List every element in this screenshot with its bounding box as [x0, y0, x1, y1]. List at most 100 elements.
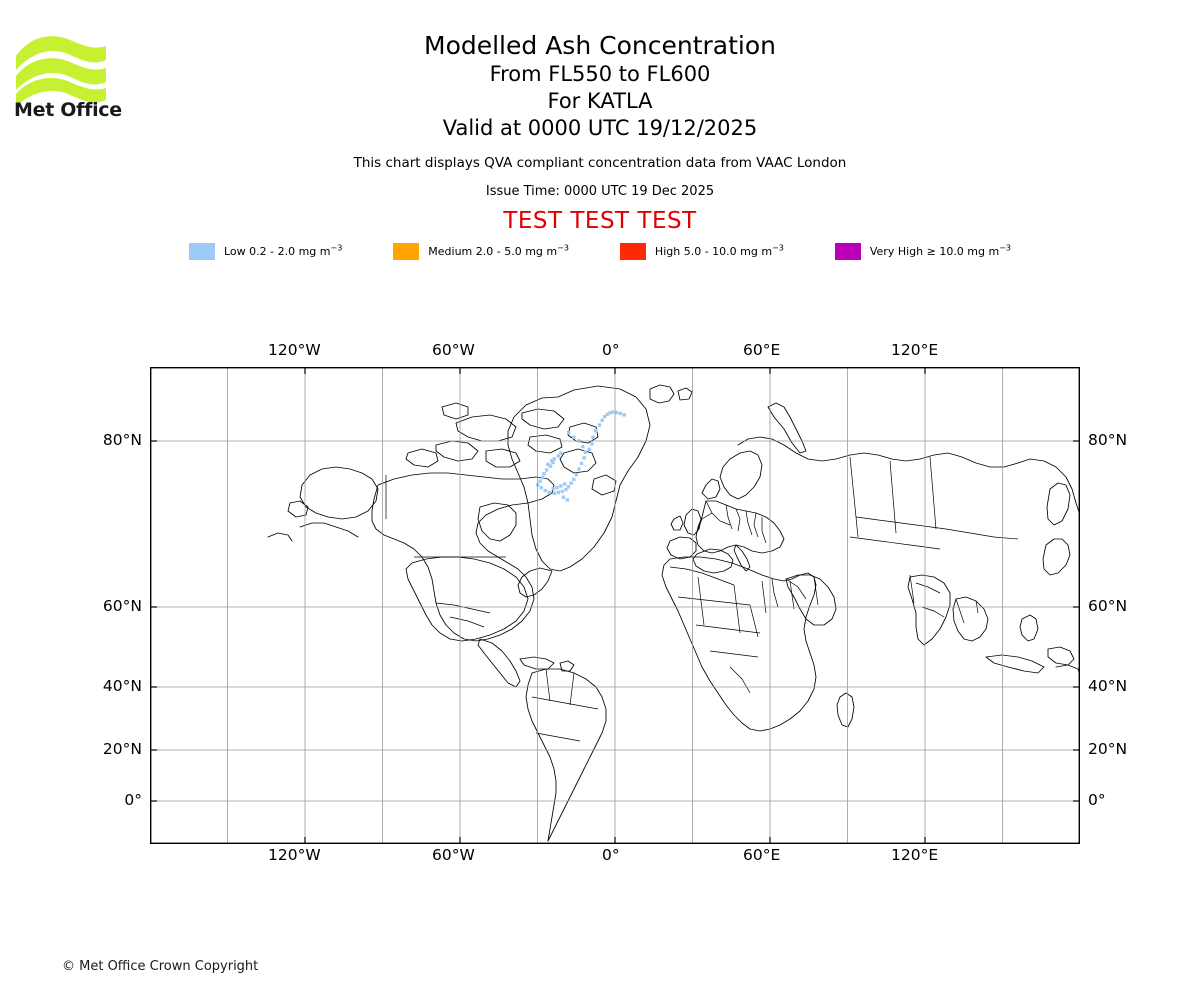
legend-sup-very-high: −3 [999, 243, 1012, 253]
y-tick-left-20n: 20°N [102, 740, 142, 758]
y-tick-right-60n: 60°N [1088, 597, 1128, 615]
ash-cell [555, 486, 559, 490]
legend-label-high: High 5.0 - 10.0 mg m−3 [654, 243, 784, 258]
ash-cell [560, 489, 564, 494]
ash-cell [564, 487, 568, 492]
legend-swatch-medium [393, 243, 420, 260]
ash-cell [565, 498, 570, 502]
ash-concentration-map[interactable] [150, 367, 1080, 844]
map-svg[interactable] [150, 367, 1080, 844]
x-tick-top-60w: 60°W [432, 341, 475, 359]
legend-swatch-low [188, 243, 215, 260]
x-tick-bottom-120w: 120°W [268, 846, 321, 864]
ash-plume-low [535, 410, 626, 502]
flight-level-subtitle: From FL550 to FL600 [489, 62, 711, 86]
ash-cell [608, 411, 612, 415]
legend-label-low: Low 0.2 - 2.0 mg m−3 [223, 243, 343, 258]
test-banner: TEST TEST TEST [503, 208, 697, 234]
coastlines [267, 384, 1080, 842]
ash-cell [583, 450, 588, 454]
x-tick-bottom-60e: 60°E [743, 846, 781, 864]
legend-item-medium: Medium 2.0 - 5.0 mg m−3 [393, 243, 569, 260]
ash-cell [552, 457, 557, 461]
y-tick-left-60n: 60°N [102, 597, 142, 615]
ash-cell [548, 464, 553, 468]
ash-cell [597, 423, 602, 427]
x-tick-bottom-120e: 120°E [891, 846, 939, 864]
title-block: Modelled Ash Concentration From FL550 to… [0, 0, 1200, 235]
logo-wordmark: Met Office [14, 99, 122, 118]
ash-cell [603, 414, 607, 419]
ash-cell [559, 484, 563, 488]
y-tick-right-0: 0° [1088, 791, 1106, 809]
x-tick-top-120e: 120°E [891, 341, 939, 359]
ash-cell [543, 488, 548, 493]
legend-sup-low: −3 [330, 243, 343, 253]
ash-cell [594, 429, 598, 433]
ash-cell [559, 451, 563, 455]
ash-cell [577, 467, 581, 471]
ash-cell [556, 490, 560, 495]
legend-label-very-high: Very High ≥ 10.0 mg m−3 [869, 243, 1012, 258]
ash-cell [551, 486, 555, 491]
ash-cell [622, 413, 626, 417]
ash-cell [600, 418, 604, 423]
legend-sup-high: −3 [772, 243, 784, 253]
ash-cell [556, 454, 560, 458]
ash-cell [547, 490, 551, 495]
ash-cell [552, 491, 557, 496]
ash-cell [572, 477, 576, 482]
y-tick-left-0: 0° [124, 791, 142, 809]
ash-cell [581, 444, 585, 449]
ash-cell [566, 485, 571, 489]
legend-item-very-high: Very High ≥ 10.0 mg m−3 [834, 243, 1012, 260]
x-tick-top-60e: 60°E [743, 341, 781, 359]
legend-sup-medium: −3 [557, 243, 569, 253]
ash-cell [618, 411, 622, 416]
ash-cell [582, 456, 586, 460]
ash-cell [591, 435, 595, 439]
logo-graphic: Met Office [14, 36, 122, 118]
legend-item-high: High 5.0 - 10.0 mg m−3 [619, 243, 784, 260]
map-frame [150, 367, 1080, 844]
ash-cell [541, 475, 545, 480]
ash-cell [542, 472, 546, 476]
valid-time-subtitle: Valid at 0000 UTC 19/12/2025 [442, 116, 758, 140]
y-tick-right-40n: 40°N [1088, 677, 1128, 695]
concentration-legend: Low 0.2 - 2.0 mg m−3 Medium 2.0 - 5.0 mg… [0, 243, 1200, 260]
x-tick-bottom-0: 0° [602, 846, 620, 864]
x-tick-top-120w: 120°W [268, 341, 321, 359]
ash-cell [605, 412, 610, 417]
x-tick-top-0: 0° [602, 341, 620, 359]
page-title: Modelled Ash Concentration [424, 31, 776, 60]
logo-waves [16, 36, 106, 106]
legend-label-medium: Medium 2.0 - 5.0 mg m−3 [428, 243, 569, 258]
copyright-footer: © Met Office Crown Copyright [62, 959, 259, 974]
ash-cell [569, 481, 573, 485]
ash-cell [561, 495, 566, 499]
map-content [150, 367, 1080, 844]
y-tick-right-20n: 20°N [1088, 740, 1128, 758]
volcano-subtitle: For KATLA [547, 89, 653, 113]
gridlines [150, 367, 1080, 844]
ash-cell [590, 442, 594, 446]
country-borders [385, 456, 1019, 742]
ash-cell [563, 482, 567, 486]
y-tick-left-80n: 80°N [102, 431, 142, 449]
ash-cell [544, 468, 549, 472]
legend-item-low: Low 0.2 - 2.0 mg m−3 [188, 243, 343, 260]
met-office-logo: Met Office [14, 26, 134, 118]
ash-cell [538, 479, 542, 483]
legend-swatch-very-high [834, 243, 861, 260]
ash-cell [614, 410, 619, 415]
ash-cell [546, 462, 550, 467]
ash-cell [572, 435, 576, 439]
ash-cell [550, 458, 554, 463]
x-tick-bottom-60w: 60°W [432, 846, 475, 864]
ash-cell [539, 486, 543, 490]
qva-note: This chart displays QVA compliant concen… [353, 155, 847, 171]
ash-cell [587, 447, 591, 452]
ash-cell [551, 460, 555, 465]
ash-cell [574, 472, 579, 477]
y-tick-right-80n: 80°N [1088, 431, 1128, 449]
